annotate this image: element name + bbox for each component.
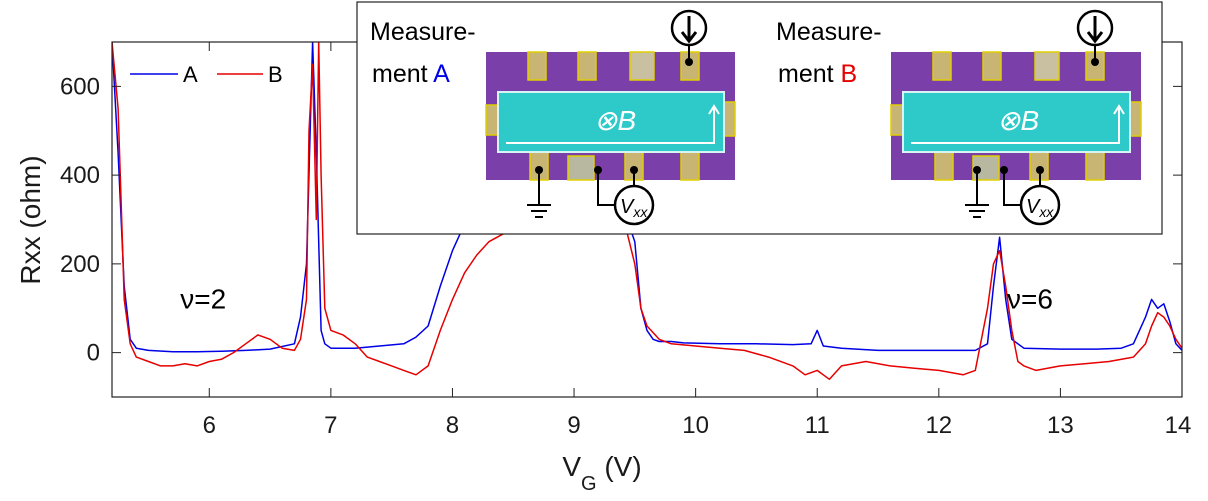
x-tick-label: 7 (324, 412, 337, 439)
panel-b-title-line2: ment B (778, 60, 857, 88)
legend-label-b: B (268, 62, 283, 87)
panel-b-contact-dot (1091, 58, 1099, 66)
panel-b-contact (1034, 51, 1060, 81)
inset-panel-b: Measure- ment B ⊗B (776, 9, 1142, 226)
x-tick-label: 9 (567, 412, 580, 439)
legend: A B (130, 62, 283, 87)
panel-b-contact (1085, 149, 1105, 181)
x-tick-label: 14 (1165, 412, 1192, 439)
panel-a-edge-current (506, 108, 715, 144)
annotation-nu-2: ν=2 (180, 283, 226, 314)
panel-a-voltmeter-v: V (620, 196, 635, 218)
annotation-nu-6: ν=6 (1007, 283, 1053, 314)
panel-b-voltmeter-icon (1019, 184, 1061, 226)
x-tick-label: 12 (925, 412, 952, 439)
panel-a-title-line1: Measure- (370, 18, 476, 46)
panel-a-contact (527, 51, 547, 81)
panel-a-voltmeter-icon (613, 184, 655, 226)
panel-a-field-label: ⊗B (594, 105, 636, 136)
panel-b-contact (934, 149, 954, 181)
panel-b-edge-arrow-icon (1113, 104, 1125, 115)
x-axis-title-sub: G (581, 473, 597, 495)
y-tick-label: 0 (87, 340, 100, 367)
panel-a-voltmeter-sub: xx (632, 204, 648, 220)
panel-a-contact-dot (685, 58, 693, 66)
x-axis-title-main: V (562, 451, 581, 482)
x-tick-label: 6 (203, 412, 216, 439)
panel-a-title-ment: ment (372, 60, 433, 88)
x-axis-title: VG (V) (562, 451, 641, 495)
panel-b-title-line1: Measure- (776, 18, 882, 46)
x-tick-label: 10 (682, 412, 709, 439)
panel-b-voltmeter-sub: xx (1038, 204, 1054, 220)
y-tick-label: 600 (60, 73, 100, 100)
panel-a-voltmeter-label: Vxx (620, 196, 648, 220)
y-tick-label: 200 (60, 251, 100, 278)
x-tick-label: 8 (446, 412, 459, 439)
panel-a-contact (680, 149, 700, 181)
panel-b-edge-current (911, 108, 1120, 144)
panel-a-contact (485, 104, 499, 136)
panel-a-title-letter: A (433, 60, 450, 88)
panel-b-current-arrow-icon (1086, 16, 1104, 44)
x-axis-title-unit: (V) (597, 451, 642, 482)
panel-b-contact (890, 104, 904, 136)
panel-b-title-letter: B (841, 60, 858, 88)
inset: Measure- ment A ⊗B (356, 1, 1163, 235)
panel-a-current-arrow-icon (680, 16, 698, 44)
tick-labels-layer: 6 7 8 9 10 11 12 13 14 0 200 400 600 (60, 73, 1191, 439)
panel-a-contact (577, 51, 597, 81)
panel-a-contact (629, 51, 655, 81)
x-tick-label: 11 (805, 412, 830, 439)
panel-a-ground-icon (527, 204, 551, 218)
panel-a-voltmeter-wire (597, 170, 615, 206)
panel-b-contact (982, 51, 1002, 81)
panel-b-voltmeter-v: V (1026, 196, 1041, 218)
legend-label-a: A (183, 62, 198, 87)
inset-panel-a: Measure- ment A ⊗B (370, 9, 736, 226)
y-axis-title: Rxx (ohm) (15, 155, 46, 284)
y-tick-label: 400 (60, 162, 100, 189)
panel-a-edge-arrow-icon (708, 104, 720, 115)
panel-b-field-label: ⊗B (997, 105, 1039, 136)
panel-b-title-ment: ment (778, 60, 841, 88)
x-tick-label: 13 (1047, 412, 1074, 439)
panel-b-ground-icon (965, 204, 989, 218)
panel-b-voltmeter-label: Vxx (1026, 196, 1054, 220)
panel-a-title-line2: ment A (372, 60, 450, 88)
panel-a-contact (567, 155, 595, 181)
panel-b-contact (932, 51, 952, 81)
panel-b-voltmeter-wire (1003, 170, 1021, 206)
